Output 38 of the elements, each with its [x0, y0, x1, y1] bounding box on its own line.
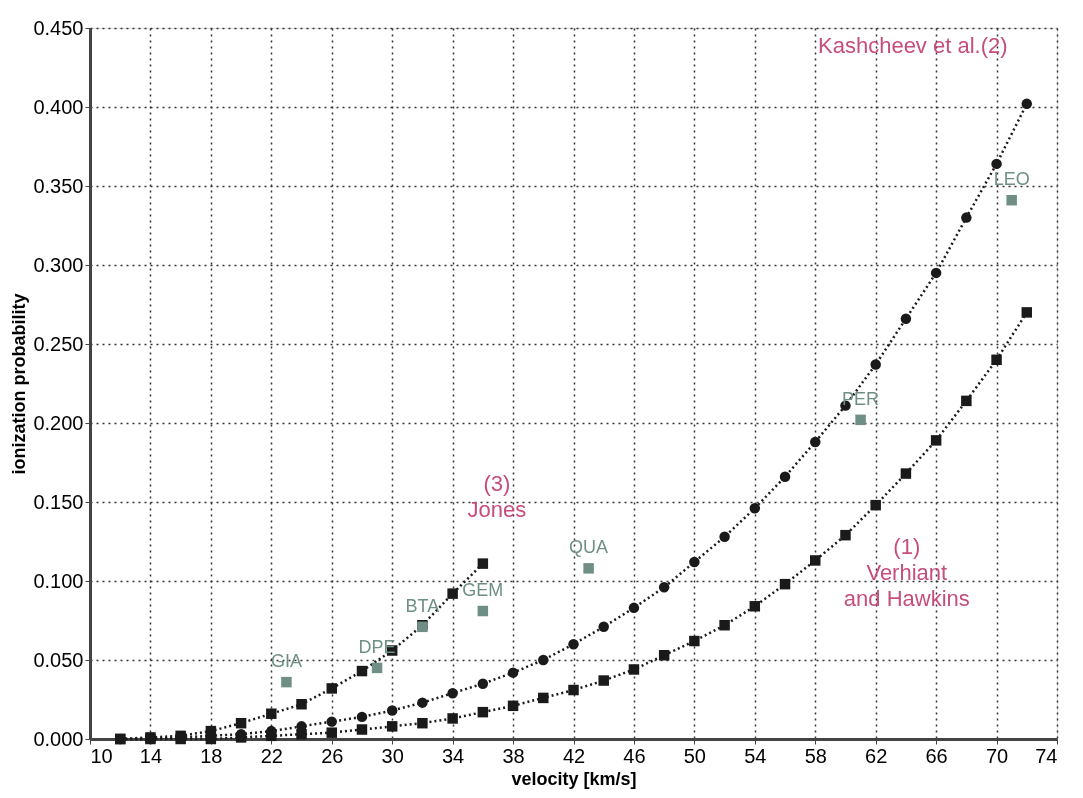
- data-label: BTA: [405, 595, 440, 616]
- x-tick-label: 42: [562, 744, 586, 767]
- x-tick-label: 10: [90, 744, 113, 767]
- x-tick-label: 58: [804, 744, 827, 767]
- y-tick-label: 0.000: [33, 727, 84, 750]
- x-tick-label: 18: [200, 744, 223, 767]
- series-label: (1) Verhiant and Hawkins: [843, 534, 970, 612]
- y-tick-label: 0.200: [33, 411, 84, 434]
- x-tick-label: 62: [865, 744, 888, 767]
- y-tick-label: 0.150: [33, 490, 84, 513]
- x-tick-label: 54: [744, 744, 767, 767]
- x-tick-label: 46: [623, 744, 646, 767]
- x-axis-title: velocity [km/s]: [511, 768, 637, 789]
- data-label: LEO: [993, 169, 1030, 190]
- x-tick-label: 74: [1035, 744, 1058, 767]
- data-label: GEM: [462, 580, 504, 601]
- series-label: (3) Jones: [467, 470, 527, 522]
- y-tick-label: 0.050: [33, 648, 84, 671]
- x-tick-label: 26: [321, 744, 344, 767]
- data-label: GIA: [270, 651, 302, 672]
- x-tick-label: 38: [502, 744, 525, 767]
- text: Kashcheev et al.(2): [818, 32, 1008, 58]
- data-label: DPE: [358, 636, 396, 657]
- y-tick-label: 0.250: [33, 332, 84, 355]
- y-axis-title: ionization probability: [9, 293, 30, 475]
- x-tick-label: 50: [683, 744, 706, 767]
- x-tick-label: 14: [139, 744, 163, 767]
- y-tick-label: 0.100: [33, 569, 84, 592]
- y-tick-label: 0.400: [33, 95, 84, 118]
- x-tick-label: 34: [442, 744, 465, 767]
- x-tick-label: 30: [381, 744, 404, 767]
- y-tick-label: 0.450: [33, 16, 84, 39]
- x-tick-label: 22: [260, 744, 283, 767]
- y-tick-label: 0.300: [33, 253, 84, 276]
- x-tick-label: 66: [925, 744, 948, 767]
- data-label: QUA: [569, 537, 609, 558]
- x-tick-label: 70: [985, 744, 1009, 767]
- y-tick-label: 0.350: [33, 174, 84, 197]
